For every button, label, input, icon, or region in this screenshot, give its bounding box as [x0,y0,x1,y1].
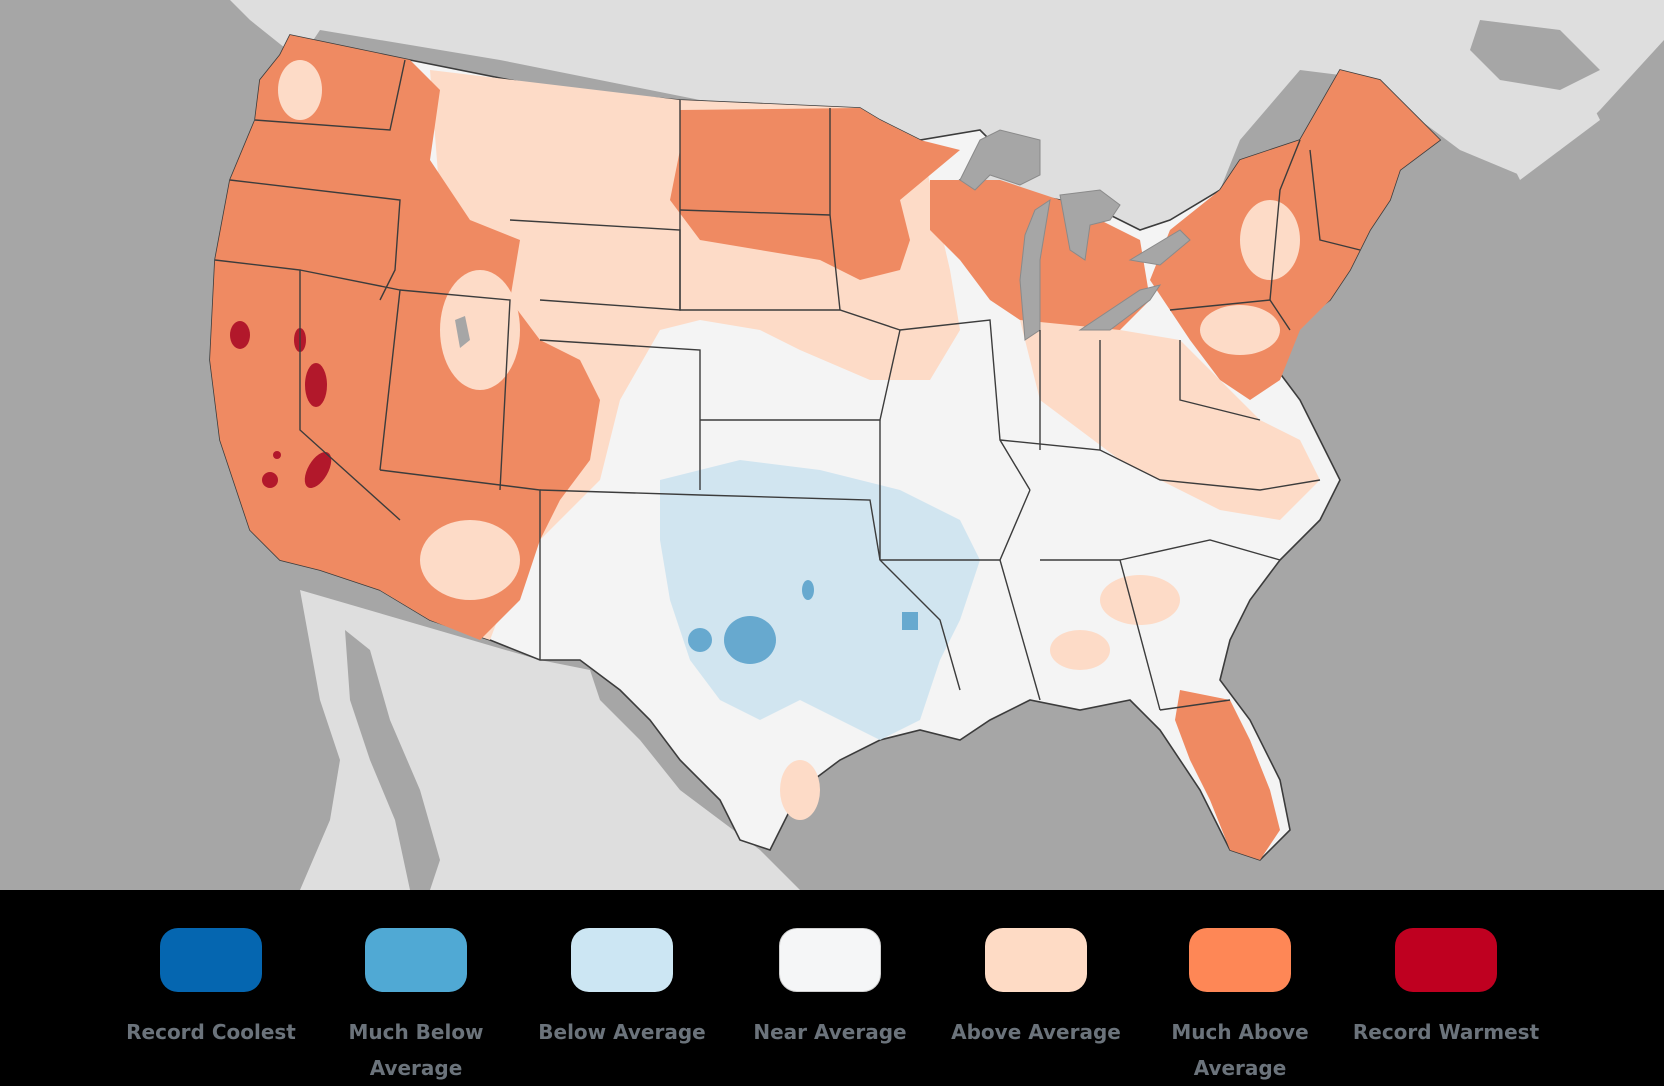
state-borders [214,59,1361,711]
lake-erie [1078,284,1162,331]
temperature-map [0,0,1664,890]
great-salt-lake [455,316,470,348]
legend-item-record-coolest: Record Coolest [108,928,314,1050]
patch-much-below-ar [902,612,918,630]
lake-superior [959,129,1041,191]
legend-label: Record Warmest [1352,1020,1540,1044]
record-warm-ca-2 [304,451,332,489]
legend-swatch-above [985,928,1087,992]
gulf-of-california [345,630,440,890]
patch-much-below-tx-2 [688,628,712,652]
map-svg [209,0,1664,890]
legend-item-near: Near Average [727,928,933,1050]
legend-swatch-below [571,928,673,992]
patch-much-below-tx [724,616,776,664]
patch-above-ny [1240,200,1300,280]
patch-above-az [420,520,520,600]
legend-item-much-above: Much Above Average [1137,928,1343,1086]
legend-label: Much Below Average [348,1020,484,1080]
patch-above-ut [440,270,520,390]
legend-item-above: Above Average [933,928,1139,1050]
legend-label: Much Above Average [1171,1020,1309,1080]
record-warm-ca-3 [262,472,278,488]
legend-item-record-warmest: Record Warmest [1343,928,1549,1050]
legend-label: Record Coolest [126,1020,296,1044]
legend-label: Above Average [951,1020,1121,1044]
region-above-midwest [1020,320,1320,520]
record-warm-nv-1 [305,363,327,407]
legend-label: Near Average [753,1020,907,1044]
legend-swatch-much-above [1189,928,1291,992]
lake-huron [1059,189,1121,261]
legend-swatch-near [779,928,881,992]
region-much-above-florida [1175,690,1280,860]
legend-swatch-much-below [365,928,467,992]
legend-item-much-below: Much Below Average [313,928,519,1086]
patch-much-below-ok [802,580,814,600]
legend-swatch-record-warmest [1395,928,1497,992]
legend-label: Below Average [538,1020,706,1044]
patch-above-gulf-tx [780,760,820,820]
patch-above-wa [278,60,322,120]
legend-item-below: Below Average [519,928,725,1050]
patch-above-pa [1200,305,1280,355]
gulf-st-lawrence [1470,20,1600,90]
nova-scotia [1500,100,1600,180]
region-much-above-dakotas-mn [670,108,960,280]
lake-michigan [1019,198,1051,341]
region-below-southern-plains [660,460,980,740]
legend-swatch-record-coolest [160,928,262,992]
lake-ontario [1128,229,1191,266]
record-warm-ca-1 [230,321,250,349]
legend: Record Coolest Much Below Average Below … [0,890,1664,1080]
record-warm-ca-4 [273,451,281,459]
region-much-above-west [210,35,600,640]
patch-above-al [1050,630,1110,670]
patch-above-ga [1100,575,1180,625]
